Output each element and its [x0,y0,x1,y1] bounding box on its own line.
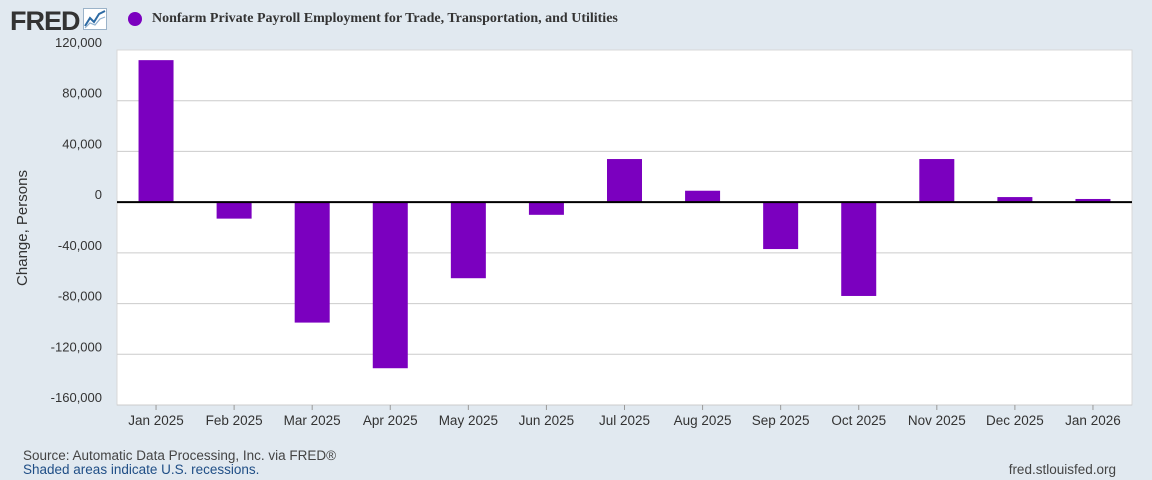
y-axis-title: Change, Persons [14,170,31,286]
y-tick-label: -120,000 [51,339,102,354]
chart-title: Nonfarm Private Payroll Employment for T… [152,11,618,26]
y-axis-ticks: 120,000 80,000 40,000 0 -40,000 -80,000 -120,0… [51,35,102,405]
y-tick-label: 0 [95,187,102,202]
x-tick-label: Feb 2025 [206,413,263,428]
x-tick-label: Jan 2026 [1065,413,1121,428]
bar-jun-2025[interactable] [528,202,564,215]
bar-may-2025[interactable] [450,202,486,279]
y-tick-label: 40,000 [62,136,102,151]
x-tick-label: Apr 2025 [363,413,418,428]
fred-logo-text: FRED [10,5,80,36]
x-tick-label: Nov 2025 [908,413,966,428]
bar-nov-2025[interactable] [919,159,955,203]
chart-header: FRED Nonfarm Private Payroll Employment … [0,0,1152,40]
gridlines [117,100,1132,406]
x-tick-label: Sep 2025 [752,413,810,428]
bar-jan-2026[interactable] [1075,198,1111,203]
bar-jan-2025[interactable] [138,60,174,203]
y-tick-label: 80,000 [62,86,102,101]
bar-series [138,60,1111,369]
x-tick-label: Jan 2025 [128,413,184,428]
bar-sep-2025[interactable] [763,202,799,250]
plot-area [116,49,1133,406]
chart-legend: Nonfarm Private Payroll Employment for T… [128,11,618,27]
bar-mar-2025[interactable] [294,202,330,323]
bar-dec-2025[interactable] [997,197,1033,203]
x-tick-label: May 2025 [439,413,498,428]
bar-apr-2025[interactable] [372,202,408,369]
line-chart-icon [82,7,107,35]
fred-logo[interactable]: FRED [10,6,107,36]
x-tick-label: Jun 2025 [519,413,575,428]
y-tick-label: 120,000 [55,35,102,50]
bar-oct-2025[interactable] [841,202,877,296]
x-tick-label: Oct 2025 [831,413,886,428]
y-tick-label: -160,000 [51,390,102,405]
recession-note[interactable]: Shaded areas indicate U.S. recessions. [23,462,260,477]
x-tick-label: Jul 2025 [599,413,650,428]
bar-feb-2025[interactable] [216,202,252,219]
x-axis-ticks: Jan 2025 Feb 2025 Mar 2025 Apr 2025 May 2025… [128,405,1121,428]
bar-jul-2025[interactable] [607,159,642,203]
circle-icon [128,12,142,26]
y-tick-label: -80,000 [58,289,102,304]
site-url[interactable]: fred.stlouisfed.org [1008,462,1116,477]
x-tick-label: Mar 2025 [284,413,341,428]
y-tick-label: -40,000 [58,238,102,253]
source-note: Source: Automatic Data Processing, Inc. … [23,448,337,463]
bar-aug-2025[interactable] [685,190,721,203]
x-tick-label: Dec 2025 [986,413,1044,428]
x-tick-label: Aug 2025 [674,413,732,428]
bar-chart: 120,000 80,000 40,000 0 -40,000 -80,000 -120,0… [14,35,1133,428]
